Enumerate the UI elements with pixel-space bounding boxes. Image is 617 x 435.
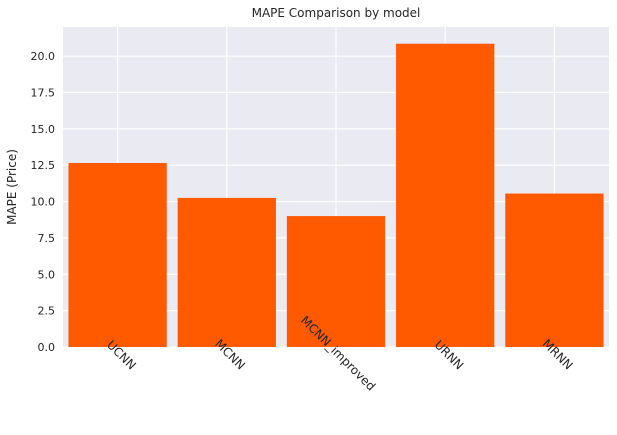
y-axis-ticks: 0.0 2.5 5.0 7.5 10.0 12.5 15.0 17.5 20.0 — [31, 50, 56, 354]
y-tick-label: 2.5 — [38, 305, 56, 318]
bar-mcnn-improved — [286, 216, 386, 347]
y-axis-label: MAPE (Price) — [5, 149, 19, 225]
y-tick-label: 15.0 — [31, 123, 56, 136]
bar-urnn — [396, 43, 495, 348]
y-tick-label: 10.0 — [31, 196, 56, 209]
y-tick-label: 17.5 — [31, 86, 56, 99]
y-tick-label: 12.5 — [31, 159, 56, 172]
bar-mrnn — [505, 193, 604, 347]
chart-title: MAPE Comparison by model — [252, 6, 421, 20]
y-tick-label: 20.0 — [31, 50, 56, 63]
bars — [68, 43, 604, 348]
bar-mcnn — [177, 197, 276, 347]
y-tick-label: 5.0 — [38, 268, 56, 281]
y-tick-label: 0.0 — [38, 341, 56, 354]
bar-ucnn — [68, 163, 167, 347]
y-tick-label: 7.5 — [38, 232, 56, 245]
